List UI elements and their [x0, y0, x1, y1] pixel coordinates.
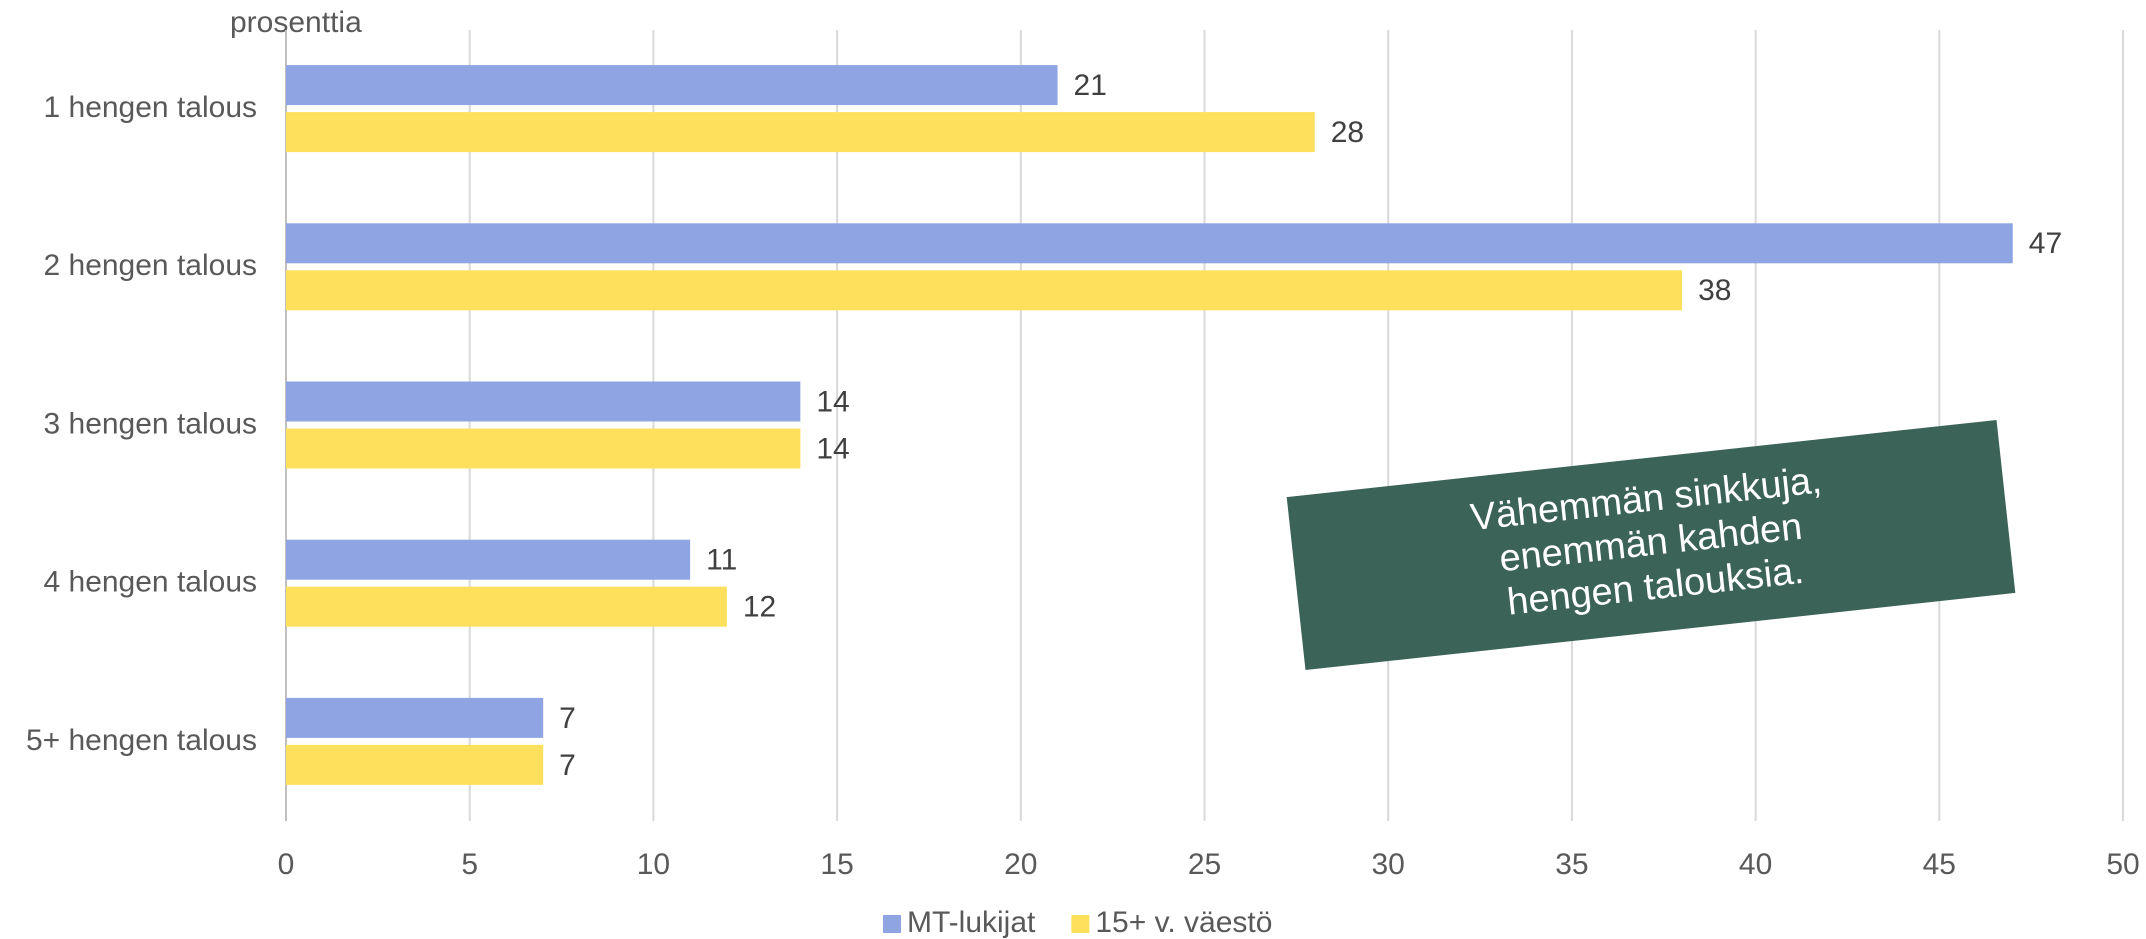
- bar: [286, 586, 727, 627]
- data-label: 21: [1074, 69, 1107, 102]
- y-tick-label: 2 hengen talous: [43, 249, 257, 282]
- data-label: 12: [743, 591, 776, 624]
- axis-label: prosenttia: [230, 6, 362, 39]
- x-tick-label: 45: [1923, 848, 1956, 881]
- x-tick-label: 20: [1004, 848, 1037, 881]
- x-tick-label: 40: [1739, 848, 1772, 881]
- x-tick-label: 15: [820, 848, 853, 881]
- legend-swatch: [1071, 915, 1090, 933]
- legend-swatch: [883, 915, 901, 933]
- data-label: 7: [559, 749, 576, 782]
- data-label: 38: [1698, 274, 1731, 307]
- x-tick-label: 0: [278, 848, 295, 881]
- y-tick-label: 5+ hengen talous: [26, 724, 257, 757]
- bar: [286, 381, 801, 422]
- bar: [286, 428, 801, 469]
- bar: [286, 223, 2013, 264]
- y-tick-label: 4 hengen talous: [43, 566, 257, 599]
- bar: [286, 697, 544, 738]
- x-tick-label: 30: [1372, 848, 1405, 881]
- annotation-box: [1286, 419, 2016, 671]
- data-label: 14: [816, 432, 849, 465]
- legend-label: MT-lukijat: [907, 906, 1036, 939]
- x-tick-label: 5: [461, 848, 478, 881]
- data-label: 47: [2029, 227, 2062, 260]
- data-label: 11: [706, 544, 737, 577]
- data-label: 14: [816, 385, 849, 418]
- bar: [286, 270, 1683, 311]
- x-tick-label: 10: [637, 848, 670, 881]
- x-tick-label: 25: [1188, 848, 1221, 881]
- bar: [286, 744, 544, 785]
- data-label: 28: [1331, 116, 1364, 149]
- x-tick-label: 35: [1555, 848, 1588, 881]
- legend-label: 15+ v. väestö: [1095, 906, 1272, 939]
- bar: [286, 65, 1058, 106]
- x-tick-label: 50: [2106, 848, 2139, 881]
- y-tick-label: 3 hengen talous: [43, 407, 257, 440]
- y-tick-label: 1 hengen talous: [43, 91, 257, 124]
- bar: [286, 539, 691, 580]
- data-label: 7: [559, 702, 576, 735]
- bar: [286, 112, 1315, 153]
